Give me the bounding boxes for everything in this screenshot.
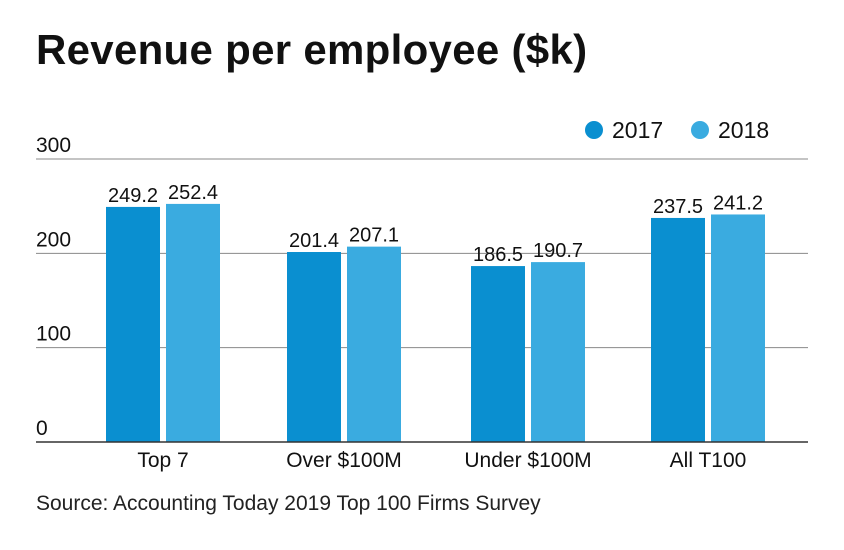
- bar-value-label: 190.7: [533, 240, 583, 262]
- legend-swatch-2017: [585, 121, 603, 139]
- bar-2018: [347, 246, 401, 442]
- bar-2017: [651, 217, 705, 442]
- bar-2018: [711, 214, 765, 442]
- bar-value-label: 241.2: [713, 192, 763, 214]
- y-tick-label: 200: [36, 228, 71, 251]
- legend-label: 2017: [612, 117, 663, 143]
- x-tick-label: Top 7: [137, 449, 188, 472]
- bar-2018: [166, 203, 220, 442]
- bar-2017: [106, 206, 160, 442]
- x-tick-label: All T100: [670, 449, 747, 472]
- source-note: Source: Accounting Today 2019 Top 100 Fi…: [36, 492, 541, 515]
- bars: 249.2 252.4 201.4 207.1 186.5 190.7 237.5 241.2: [106, 182, 765, 442]
- bar-value-label: 252.4: [168, 182, 218, 204]
- bar-value-label: 201.4: [289, 230, 339, 252]
- chart-title: Revenue per employee ($k): [36, 26, 588, 73]
- bar-value-label: 186.5: [473, 244, 523, 266]
- bar-2017: [471, 266, 525, 442]
- bar-value-label: 249.2: [108, 185, 158, 207]
- y-tick-label: 300: [36, 134, 71, 157]
- bar-2017: [287, 252, 341, 442]
- bar-value-label: 207.1: [349, 225, 399, 247]
- legend-label: 2018: [718, 117, 769, 143]
- legend-swatch-2018: [691, 121, 709, 139]
- x-tick-label: Under $100M: [464, 449, 591, 472]
- bar-value-label: 237.5: [653, 196, 703, 218]
- y-tick-label: 100: [36, 323, 71, 346]
- axes: 0 100 200 300 Top 7 Over $100M Under $100M All …: [36, 134, 808, 472]
- legend: 2017 2018: [585, 117, 769, 143]
- bar-2018: [531, 262, 585, 442]
- x-tick-label: Over $100M: [286, 449, 402, 472]
- y-tick-label: 0: [36, 417, 48, 440]
